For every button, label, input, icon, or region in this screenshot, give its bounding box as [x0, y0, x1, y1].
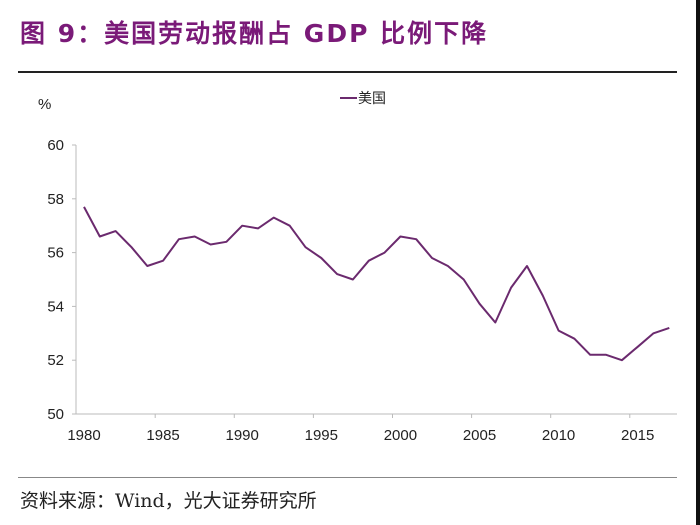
source-note: 资料来源：Wind，光大证券研究所 — [20, 490, 317, 512]
legend: 美国 — [340, 91, 386, 107]
source-divider — [18, 477, 677, 478]
x-tick-label: 2000 — [384, 427, 417, 444]
axes — [72, 144, 677, 418]
x-tick-label: 1985 — [146, 427, 179, 444]
x-tick-labels: 1980 1985 1990 1995 2000 2005 2010 2015 — [67, 427, 654, 444]
x-tick-label: 1995 — [305, 427, 338, 444]
y-axis-unit-label: % — [38, 96, 51, 113]
x-tick-label: 2015 — [621, 427, 654, 444]
series-group — [83, 206, 670, 362]
x-tick-label: 2005 — [463, 427, 496, 444]
x-tick-label: 1980 — [67, 427, 100, 444]
y-tick-label: 52 — [47, 352, 64, 369]
x-tick-label: 1990 — [226, 427, 259, 444]
y-tick-label: 56 — [47, 245, 64, 262]
title-divider — [18, 71, 677, 73]
y-tick-labels: 50 52 54 56 58 60 — [47, 137, 64, 423]
y-tick-label: 50 — [47, 406, 64, 423]
frame-border — [696, 0, 700, 525]
figure-title: 图 9：美国劳动报酬占 GDP 比例下降 — [20, 19, 489, 48]
x-tick-label: 2010 — [542, 427, 575, 444]
y-tick-label: 60 — [47, 137, 64, 154]
series-line-us — [83, 206, 670, 362]
legend-label-us: 美国 — [358, 91, 386, 107]
y-tick-label: 54 — [47, 298, 64, 315]
y-tick-label: 58 — [47, 191, 64, 208]
